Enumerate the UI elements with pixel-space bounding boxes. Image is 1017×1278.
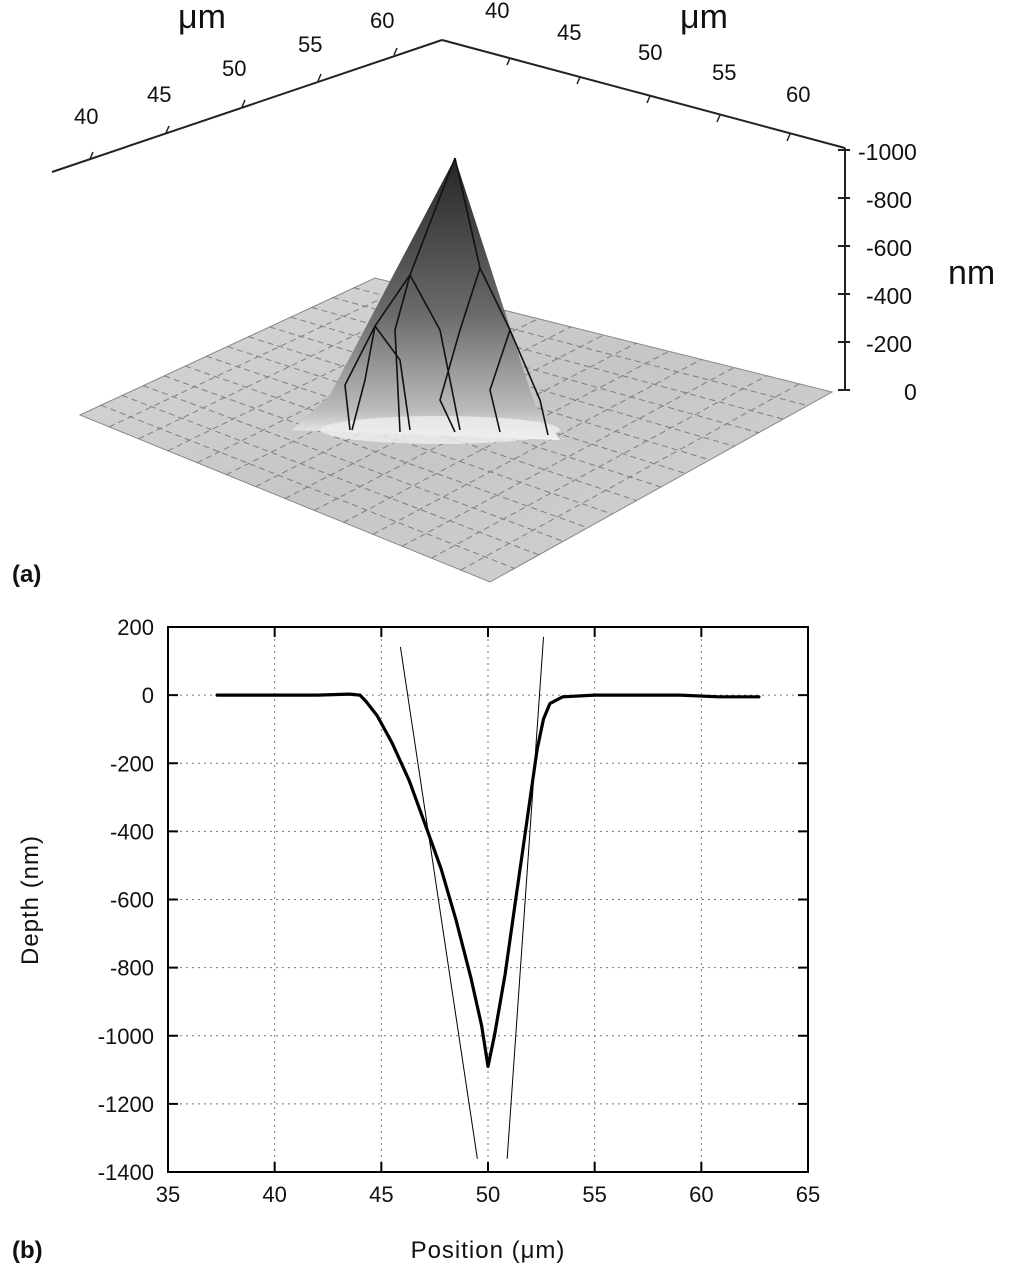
y-tick-label: -400 [110,819,154,844]
axis-ticks [167,626,809,1173]
gridlines [168,627,808,1172]
y-tick-label: -1200 [98,1092,154,1117]
y-tick-50: 50 [638,40,662,65]
x-tick-55: 55 [298,32,322,57]
x-tick-60: 60 [370,8,394,33]
plane-grid-line [227,346,662,488]
depth-profile-line [215,692,761,1069]
plane-grid-line [143,385,564,542]
x-axis-label: Position (μm) [411,1237,566,1264]
y-axis-3d-unit: μm [680,0,728,36]
plane-grid-line [248,336,686,474]
x-axis-3d-unit: μm [178,0,226,36]
plane-grid-line [255,326,572,488]
x-axis-3d [51,39,443,173]
plane-grid-line [353,287,808,407]
z-tick-1000: -1000 [858,139,917,165]
y-tick-label: 200 [117,615,154,640]
y-axis-label: Depth (nm) [17,835,44,965]
x-tick-label: 55 [582,1182,606,1207]
fit-line [400,646,478,1159]
x-tick-labels: 35 40 45 50 55 60 65 [156,1182,820,1207]
x-tick-label: 35 [156,1182,180,1207]
y-tick-label: -1000 [98,1024,154,1049]
z-tick-200: -200 [866,331,912,357]
surface-peak [292,158,560,440]
z-tick-600: -600 [866,235,912,261]
y-tick-label: 0 [142,683,154,708]
x-tick-label: 45 [369,1182,393,1207]
x-tick-40: 40 [74,104,98,129]
x-tick-label: 65 [796,1182,820,1207]
x-tick-label: 40 [262,1182,286,1207]
x-axis-3d-ticks [89,47,398,160]
plane-grid-line [332,297,784,420]
x-tick-label: 60 [689,1182,713,1207]
y-tick-60: 60 [786,82,810,107]
plane-grid-line [431,375,767,559]
depth-profile-chart: 35 40 45 50 55 60 65 200 0 -200 -400 -600 -800 -1000… [17,615,820,1264]
z-tick-0: 0 [904,379,917,405]
y-tick-55: 55 [712,60,736,85]
y-axis-3d [441,39,846,149]
y-axis-3d-ticks [506,57,791,142]
panel-label-a: (a) [12,561,41,588]
x-tick-45: 45 [147,82,171,107]
plane-grid-line [372,358,702,535]
fit-line [506,636,544,1159]
surface-peak-base [320,416,560,444]
y-tick-label: -200 [110,751,154,776]
plane-grid-line [206,355,637,502]
plane-grid-line [138,293,441,440]
y-tick-labels: 200 0 -200 -400 -600 -800 -1000 -1200 -1400 [98,615,154,1185]
z-tick-400: -400 [866,283,912,309]
series-group [215,636,761,1159]
x-tick-label: 50 [476,1182,500,1207]
y-tick-45: 45 [557,20,581,45]
plane-grid-line [269,326,711,461]
plane-grid-line [401,367,735,547]
z-axis-ticks [838,149,850,391]
y-tick-label: -800 [110,956,154,981]
y-tick-label: -1400 [98,1160,154,1185]
x-tick-50: 50 [222,56,246,81]
y-tick-40: 40 [485,0,509,23]
surface-plot: 40 45 50 55 60 μm 40 45 50 55 60 μm -100… [51,0,995,583]
z-tick-800: -800 [866,187,912,213]
panel-label-b: (b) [12,1237,43,1264]
y-tick-label: -600 [110,888,154,913]
plane-grid-line [460,383,800,571]
plane-grid-line [311,306,759,434]
z-axis-unit: nm [948,254,995,292]
surface-mesh-lines [344,157,549,436]
